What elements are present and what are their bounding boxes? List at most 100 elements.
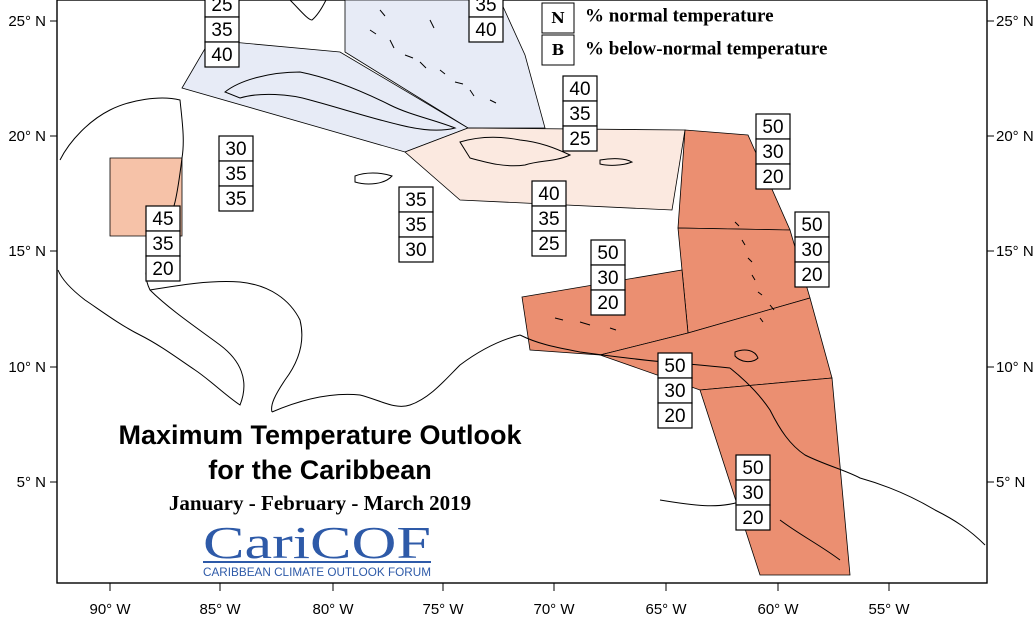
prob-value: 50	[801, 215, 822, 236]
x-axis-ticks: 90° W 85° W 80° W 75° W 70° W 65° W 60° W 55° W	[89, 583, 910, 618]
prob-value: 30	[742, 483, 763, 504]
prob-value: 20	[597, 293, 618, 314]
prob-stack-belize: 45 35 20	[145, 205, 181, 282]
prob-value: 40	[569, 79, 590, 100]
prob-cell	[218, 135, 254, 162]
prob-value: 30	[225, 139, 246, 160]
y-tick-label-right: 25° N	[996, 13, 1034, 30]
prob-value: 35	[152, 234, 173, 255]
prob-value: 35	[475, 0, 496, 16]
x-tick-label: 90° W	[89, 601, 131, 618]
prob-cell	[590, 289, 626, 316]
y-tick-label-left: 15° N	[8, 243, 46, 260]
prob-value: 30	[801, 240, 822, 261]
y-tick-label-left: 25° N	[8, 13, 46, 30]
caricof-logo: CariCOF CARIBBEAN CLIMATE OUTLOOK FORUM	[203, 517, 431, 579]
prob-value: 40	[475, 20, 496, 41]
title-block: Maximum Temperature Outlook for the Cari…	[118, 420, 522, 515]
prob-stack-cuba-central: 30 35 35	[218, 135, 254, 212]
prob-value: 45	[152, 209, 173, 230]
title-line-2: for the Caribbean	[208, 455, 432, 485]
prob-cell	[657, 352, 693, 379]
y-tick-label-left: 10° N	[8, 359, 46, 376]
prob-value: 25	[538, 234, 559, 255]
logo-subtitle: CARIBBEAN CLIMATE OUTLOOK FORUM	[203, 565, 431, 579]
probability-stacks: 2535403540303535403525453520353530403525…	[145, 0, 830, 531]
y-axis-ticks-right: 25° N 20° N 15° N 10° N 5° N	[987, 13, 1034, 491]
prob-cell	[562, 125, 598, 152]
prob-cell	[204, 16, 240, 43]
title-period: January - February - March 2019	[169, 491, 471, 515]
prob-value: 50	[664, 356, 685, 377]
x-tick-label: 75° W	[422, 601, 464, 618]
prob-value: 35	[211, 20, 232, 41]
prob-cell	[755, 138, 791, 165]
prob-cell	[755, 163, 791, 190]
coastlines	[57, 0, 986, 561]
prob-stack-abc-islands: 50 30 20	[590, 239, 626, 316]
prob-value: 25	[211, 0, 232, 16]
prob-cell	[657, 402, 693, 429]
prob-value: 20	[762, 167, 783, 188]
y-tick-label-left: 20° N	[8, 128, 46, 145]
prob-value: 35	[538, 209, 559, 230]
prob-cell	[531, 230, 567, 257]
prob-cell	[398, 186, 434, 213]
prob-value: 40	[538, 184, 559, 205]
prob-value: 20	[801, 265, 822, 286]
logo-wordmark: CariCOF	[203, 517, 431, 568]
legend-box	[541, 2, 575, 34]
x-tick-label: 85° W	[199, 601, 241, 618]
x-tick-label: 60° W	[757, 601, 799, 618]
prob-stack-windward-north: 50 30 20	[794, 211, 830, 288]
prob-value: 50	[742, 458, 763, 479]
legend-item-below: B % below-normal temperature	[541, 34, 827, 66]
prob-cell	[398, 236, 434, 263]
prob-cell	[218, 160, 254, 187]
y-tick-label-right: 5° N	[996, 474, 1025, 491]
prob-cell	[145, 205, 181, 232]
prob-stack-hispaniola-north: 40 35 25	[562, 75, 598, 152]
y-tick-label-right: 20° N	[996, 128, 1034, 145]
legend-text: % below-normal temperature	[585, 39, 827, 60]
prob-cell	[794, 211, 830, 238]
prob-value: 35	[405, 215, 426, 236]
prob-cell	[218, 185, 254, 212]
prob-cell	[204, 41, 240, 68]
prob-stack-jamaica: 35 35 30	[398, 186, 434, 263]
prob-value: 30	[405, 240, 426, 261]
prob-value: 30	[597, 268, 618, 289]
y-tick-label-right: 10° N	[996, 359, 1034, 376]
legend-letter: N	[551, 9, 565, 27]
prob-value: 30	[664, 381, 685, 402]
prob-stack-guianas: 50 30 20	[735, 454, 771, 531]
legend-text: % normal temperature	[585, 6, 774, 27]
y-axis-ticks-left: 25° N 20° N 15° N 10° N 5° N	[8, 13, 57, 491]
prob-cell	[531, 205, 567, 232]
prob-cell	[468, 16, 504, 43]
x-tick-label: 70° W	[533, 601, 575, 618]
prob-stack-bahamas-west: 25 35 40	[204, 0, 240, 68]
prob-cell	[735, 454, 771, 481]
title-line-1: Maximum Temperature Outlook	[118, 420, 522, 450]
prob-value: 20	[664, 406, 685, 427]
prob-stack-leeward-islands: 50 30 20	[755, 113, 791, 190]
prob-cell	[735, 504, 771, 531]
prob-stack-trinidad: 50 30 20	[657, 352, 693, 429]
x-tick-label: 55° W	[868, 601, 910, 618]
legend-box	[541, 34, 575, 66]
legend-letter: B	[552, 41, 565, 59]
prob-stack-hispaniola-south: 40 35 25	[531, 180, 567, 257]
prob-value: 20	[742, 508, 763, 529]
prob-cell	[562, 75, 598, 102]
prob-cell	[562, 100, 598, 127]
x-tick-label: 80° W	[312, 601, 354, 618]
prob-cell	[735, 479, 771, 506]
prob-cell	[590, 239, 626, 266]
y-tick-label-right: 15° N	[996, 243, 1034, 260]
prob-cell	[398, 211, 434, 238]
prob-value: 30	[762, 142, 783, 163]
x-tick-label: 65° W	[645, 601, 687, 618]
